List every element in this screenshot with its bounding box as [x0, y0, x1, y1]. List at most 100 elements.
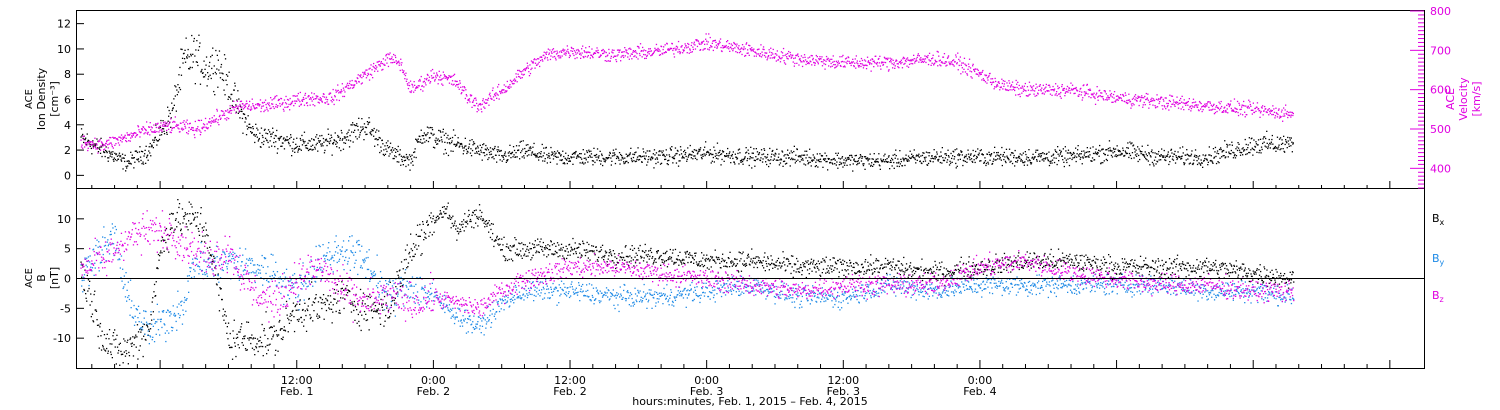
top-point [573, 156, 575, 158]
top-point [202, 72, 204, 74]
top-point [1220, 147, 1222, 149]
top-point [597, 52, 600, 54]
top-point [624, 47, 626, 49]
top-point [544, 56, 546, 58]
top-point [1236, 149, 1239, 152]
top-point [104, 148, 106, 150]
top-point [876, 160, 878, 163]
top-point [1141, 151, 1143, 153]
top-point [1132, 144, 1135, 146]
top-point [1122, 147, 1124, 149]
top-point [995, 80, 997, 83]
top-point [755, 52, 757, 54]
top-point [694, 155, 696, 157]
top-point [223, 114, 226, 116]
bottom-point [115, 363, 117, 365]
top-point [932, 157, 934, 159]
top-point [1087, 93, 1089, 95]
top-point [737, 149, 740, 151]
top-point [172, 127, 174, 129]
top-point [1144, 95, 1146, 98]
top-point [110, 151, 112, 153]
top-point [1001, 146, 1003, 149]
top-point [103, 151, 105, 153]
top-point [283, 148, 286, 150]
top-point [439, 130, 441, 132]
top-point [342, 95, 344, 98]
top-point [481, 103, 483, 105]
top-point [331, 154, 333, 156]
top-point [855, 154, 857, 157]
top-point [384, 153, 387, 155]
top-point [374, 67, 376, 70]
top-point [1076, 89, 1078, 91]
top-point [890, 59, 892, 61]
top-point [348, 129, 350, 131]
top-point [735, 45, 738, 47]
top-point [1247, 105, 1249, 107]
top-point [1006, 82, 1008, 84]
top-point [1027, 89, 1030, 91]
top-point [112, 147, 114, 149]
top-point [733, 42, 735, 45]
top-point [974, 70, 976, 73]
top-point [353, 86, 355, 89]
top-point [313, 98, 315, 100]
top-point [628, 155, 630, 157]
top-point [1061, 85, 1063, 88]
top-point [884, 153, 886, 155]
top-point [457, 141, 459, 143]
top-point [391, 151, 393, 153]
top-point [1002, 154, 1004, 156]
top-point [1107, 154, 1109, 156]
top-point [631, 58, 633, 60]
top-point [682, 155, 684, 157]
top-point [682, 52, 684, 54]
top-point [1156, 161, 1159, 163]
top-point [958, 154, 960, 157]
top-point [980, 160, 982, 162]
top-point [1147, 93, 1149, 95]
top-point [1056, 163, 1058, 166]
top-point [615, 148, 617, 150]
top-point [347, 84, 350, 87]
top-point [1252, 154, 1254, 156]
top-point [201, 128, 204, 130]
top-point [645, 57, 647, 59]
top-point [538, 58, 540, 60]
top-point [346, 136, 349, 138]
top-point [147, 159, 149, 161]
top-point [891, 157, 893, 160]
top-point [1199, 163, 1201, 165]
top-point [1218, 109, 1221, 111]
top-point [731, 44, 733, 47]
top-point [584, 55, 586, 58]
top-point [1284, 151, 1286, 153]
top-point [953, 158, 955, 160]
top-point [797, 55, 800, 58]
top-point [596, 51, 599, 54]
top-point [935, 155, 937, 157]
top-point [449, 75, 451, 77]
top-point [601, 153, 603, 155]
top-point [1155, 163, 1157, 165]
top-point [401, 160, 403, 163]
top-point [590, 54, 593, 56]
top-point [968, 156, 970, 158]
top-point [843, 61, 845, 63]
top-point [429, 126, 432, 129]
top-point [1197, 104, 1199, 106]
top-point [632, 156, 635, 159]
top-point [1025, 90, 1027, 92]
top-point [612, 149, 615, 151]
top-point [883, 56, 886, 58]
top-point [238, 98, 240, 100]
top-point [608, 52, 610, 54]
top-point [598, 160, 601, 162]
top-point [223, 54, 226, 56]
top-point [273, 137, 275, 139]
top-point [604, 158, 606, 160]
top-point [1032, 153, 1034, 155]
top-point [1282, 120, 1284, 122]
top-point [784, 163, 787, 165]
